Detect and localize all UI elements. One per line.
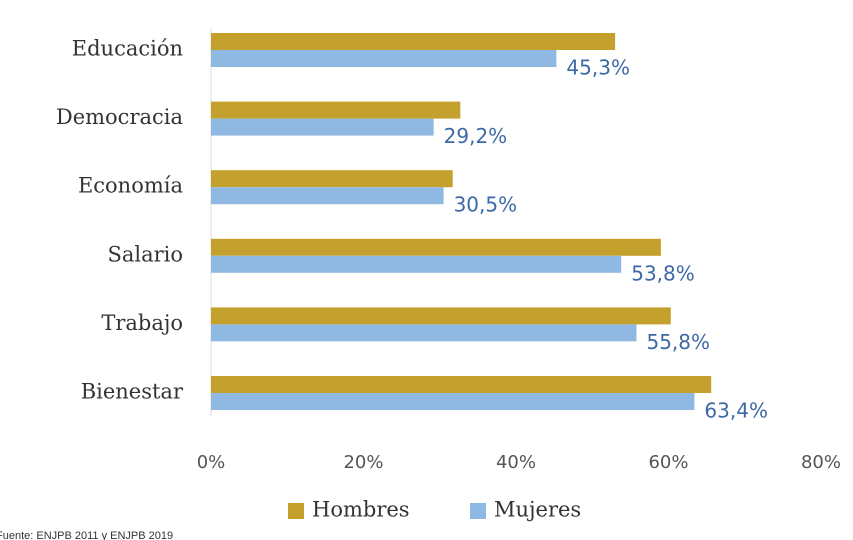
bar: [211, 187, 444, 205]
value-label: 30,5%: [454, 193, 518, 217]
x-tick-label: 60%: [648, 452, 688, 473]
x-tick-label: 0%: [197, 452, 226, 473]
category-label: Salario: [107, 242, 183, 266]
legend-swatch: [470, 503, 486, 519]
category-label: Economía: [78, 174, 183, 198]
value-label: 53,8%: [631, 261, 695, 285]
legend-label: Mujeres: [494, 498, 581, 522]
bar: [211, 324, 637, 342]
bar: [211, 101, 461, 119]
value-label: 29,2%: [444, 124, 508, 148]
bar: [211, 170, 453, 188]
value-label: 45,3%: [566, 56, 630, 80]
bar: [211, 50, 557, 67]
x-tick-label: 20%: [343, 452, 383, 473]
category-label: Bienestar: [81, 380, 184, 404]
bar: [211, 238, 661, 256]
value-label: 55,8%: [646, 330, 710, 354]
bar: [211, 118, 434, 136]
category-label: Trabajo: [101, 311, 183, 335]
x-tick-label: 80%: [801, 452, 841, 473]
bar: [211, 33, 616, 50]
x-tick-label: 40%: [496, 452, 536, 473]
legend-swatch: [288, 503, 304, 519]
value-label: 63,4%: [704, 399, 768, 423]
legend-label: Hombres: [312, 498, 410, 522]
bar: [211, 255, 622, 273]
category-label: Educación: [72, 37, 183, 61]
category-label: Democracia: [56, 105, 183, 129]
bar: [211, 307, 671, 325]
bar: [211, 393, 695, 410]
bar: [211, 376, 712, 393]
source: Fuente: ENJPB 2011 y ENJPB 2019: [0, 530, 173, 540]
